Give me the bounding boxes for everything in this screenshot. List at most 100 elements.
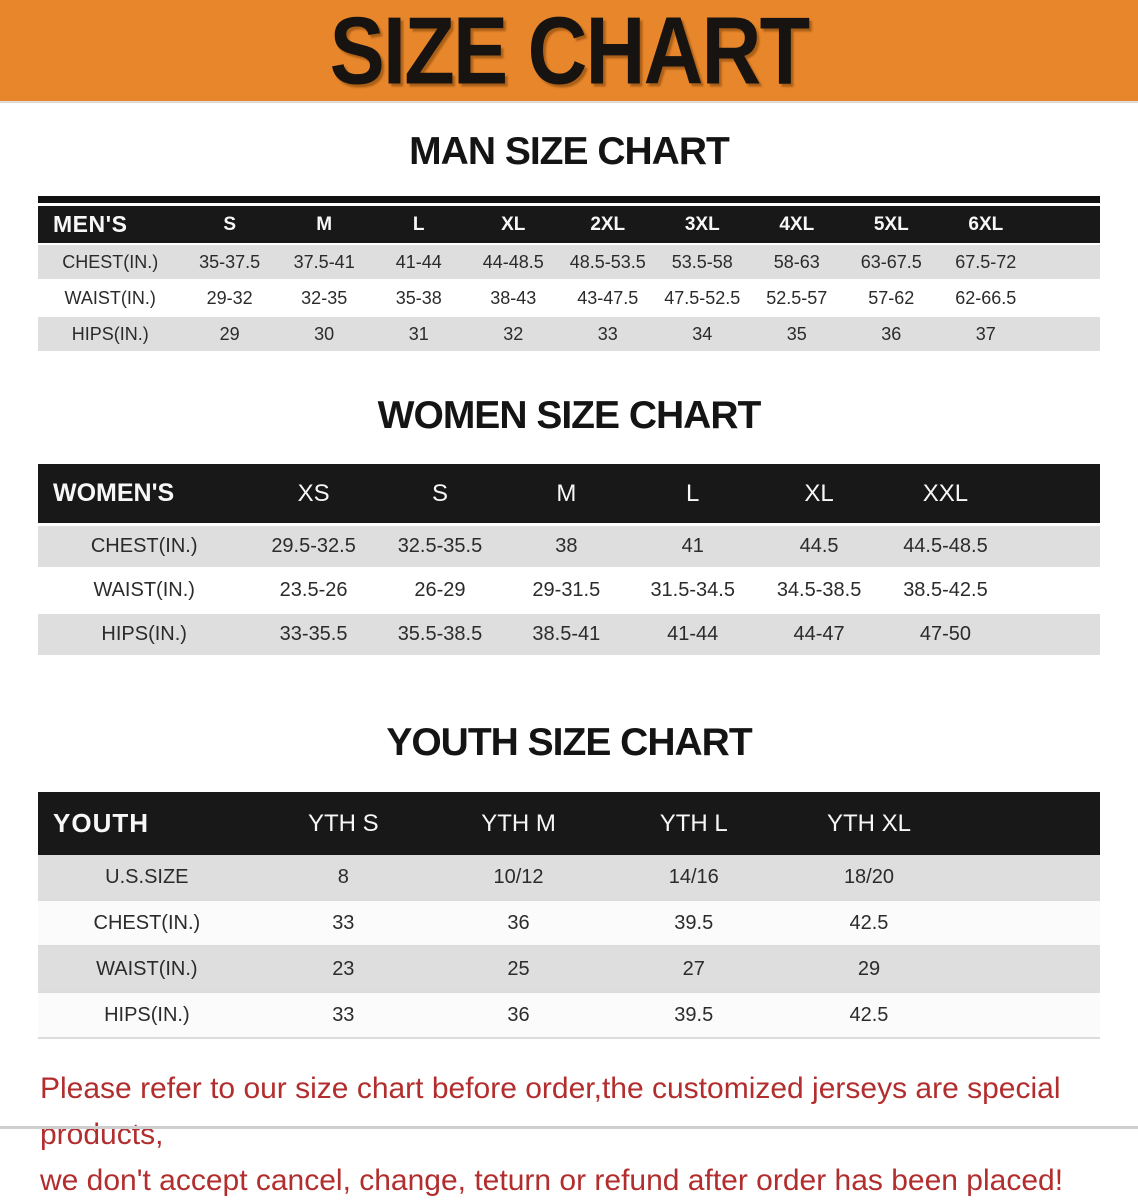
row-label: CHEST(IN.) xyxy=(38,243,183,281)
size-cell: 38.5-41 xyxy=(503,611,630,658)
women-header-row: WOMEN'S XS S M L XL XXL xyxy=(38,464,1100,525)
disclaimer-line-2: we don't accept cancel, change, teturn o… xyxy=(40,1164,1064,1197)
size-cell: 36 xyxy=(430,900,607,947)
size-cell: 34.5-38.5 xyxy=(776,579,862,601)
size-cell: 18/20 xyxy=(781,855,957,901)
cell-filler xyxy=(956,900,1100,947)
table-row: HIPS(IN.) 33 36 39.5 42.5 xyxy=(38,992,1100,1039)
row-label: CHEST(IN.) xyxy=(38,900,256,947)
size-cell: 31.5-34.5 xyxy=(650,579,735,601)
size-cell: 41 xyxy=(629,523,756,570)
size-cell: 44.5 xyxy=(755,523,883,570)
youth-section-heading: YOUTH SIZE CHART xyxy=(386,721,752,764)
table-row: CHEST(IN.) 33 36 39.5 42.5 xyxy=(38,900,1100,947)
size-cell: 33 xyxy=(255,992,431,1039)
cell-filler xyxy=(1008,523,1100,570)
column-header: YTH L xyxy=(606,792,782,855)
table-row: WAIST(IN.) 29-32 32-35 35-38 38-43 43-47… xyxy=(38,280,1100,316)
cell-filler xyxy=(1008,611,1100,658)
size-cell: 48.5-53.5 xyxy=(560,243,655,281)
row-label: HIPS(IN.) xyxy=(38,611,251,658)
column-header: 3XL xyxy=(655,206,750,244)
table-row: HIPS(IN.) 33-35.5 35.5-38.5 38.5-41 41-4… xyxy=(38,611,1100,658)
row-label: CHEST(IN.) xyxy=(38,523,251,570)
size-cell: 36 xyxy=(430,992,607,1039)
size-cell: 32-35 xyxy=(301,287,348,308)
cell-filler xyxy=(956,946,1100,993)
size-cell: 35-37.5 xyxy=(182,243,277,281)
column-header: XXL xyxy=(882,464,1009,525)
table-row: WAIST(IN.) 23.5-26 26-29 29-31.5 31.5-34… xyxy=(38,569,1100,613)
size-cell: 30 xyxy=(276,315,372,353)
size-cell: 38-43 xyxy=(490,287,537,308)
size-cell: 36 xyxy=(844,315,939,353)
cell-filler xyxy=(1033,280,1100,316)
column-header: L xyxy=(371,206,466,244)
size-cell: 23.5-26 xyxy=(279,579,348,601)
bottom-divider xyxy=(0,1126,1138,1129)
column-header: XL xyxy=(755,464,883,525)
size-cell: 53.5-58 xyxy=(655,243,750,281)
men-group-label: MEN'S xyxy=(38,206,183,244)
table-row: CHEST(IN.) 35-37.5 37.5-41 41-44 44-48.5… xyxy=(38,243,1100,281)
size-cell: 39.5 xyxy=(606,900,782,947)
table-row: HIPS(IN.) 29 30 31 32 33 34 35 36 37 xyxy=(38,315,1100,353)
header-filler xyxy=(956,792,1100,855)
men-size-table: MEN'S S M L XL 2XL 3XL 4XL 5XL 6XL CHEST… xyxy=(38,196,1100,353)
size-cell: 14/16 xyxy=(606,855,782,901)
size-cell: 37 xyxy=(938,315,1034,353)
disclaimer-line-1: Please refer to our size chart before or… xyxy=(40,1072,1061,1151)
column-header: M xyxy=(503,464,630,525)
size-cell: 29-31.5 xyxy=(532,579,601,601)
women-group-label: WOMEN'S xyxy=(38,464,251,525)
column-header: XS xyxy=(250,464,377,525)
size-cell: 27 xyxy=(606,946,782,993)
size-cell: 44-47 xyxy=(755,611,883,658)
size-cell: 57-62 xyxy=(868,287,915,308)
column-header: 5XL xyxy=(844,206,939,244)
column-header: YTH S xyxy=(255,792,431,855)
cell-filler xyxy=(956,855,1100,901)
column-header: M xyxy=(276,206,372,244)
size-cell: 33 xyxy=(560,315,655,353)
cell-filler xyxy=(1009,569,1100,613)
column-header: YTH XL xyxy=(781,792,957,855)
size-cell: 32 xyxy=(465,315,561,353)
column-header: 6XL xyxy=(938,206,1034,244)
women-size-table: WOMEN'S XS S M L XL XXL CHEST(IN.) 29.5-… xyxy=(38,464,1100,658)
disclaimer-note: Please refer to our size chart before or… xyxy=(40,1066,1138,1204)
size-cell: 37.5-41 xyxy=(276,243,372,281)
size-cell: 44-48.5 xyxy=(465,243,561,281)
size-cell: 47-50 xyxy=(882,611,1009,658)
size-cell: 32.5-35.5 xyxy=(376,523,504,570)
cell-filler xyxy=(956,992,1100,1039)
size-cell: 29.5-32.5 xyxy=(250,523,377,570)
size-cell: 63-67.5 xyxy=(844,243,939,281)
size-cell: 31 xyxy=(371,315,466,353)
size-cell: 34 xyxy=(655,315,750,353)
size-cell: 42.5 xyxy=(781,900,957,947)
column-header: 2XL xyxy=(560,206,655,244)
women-section-heading: WOMEN SIZE CHART xyxy=(377,394,762,437)
size-cell: 26-29 xyxy=(414,579,466,601)
size-cell: 29 xyxy=(182,315,277,353)
column-header: S xyxy=(182,206,277,244)
size-cell: 41-44 xyxy=(371,243,466,281)
size-cell: 38 xyxy=(503,523,630,570)
size-cell: 8 xyxy=(255,855,431,901)
size-cell: 35-38 xyxy=(395,287,442,308)
size-cell: 41-44 xyxy=(629,611,756,658)
table-row: WAIST(IN.) 23 25 27 29 xyxy=(38,946,1100,993)
size-cell: 29 xyxy=(781,946,957,993)
row-label: WAIST(IN.) xyxy=(64,287,156,308)
row-label: HIPS(IN.) xyxy=(38,992,256,1039)
size-cell: 67.5-72 xyxy=(938,243,1034,281)
size-cell: 38.5-42.5 xyxy=(903,579,988,601)
row-label: HIPS(IN.) xyxy=(38,315,183,353)
size-cell: 35.5-38.5 xyxy=(376,611,504,658)
size-cell: 52.5-57 xyxy=(766,287,828,308)
column-header: 4XL xyxy=(749,206,845,244)
man-section-heading: MAN SIZE CHART xyxy=(409,130,730,173)
size-cell: 23 xyxy=(255,946,431,993)
size-cell: 39.5 xyxy=(606,992,782,1039)
